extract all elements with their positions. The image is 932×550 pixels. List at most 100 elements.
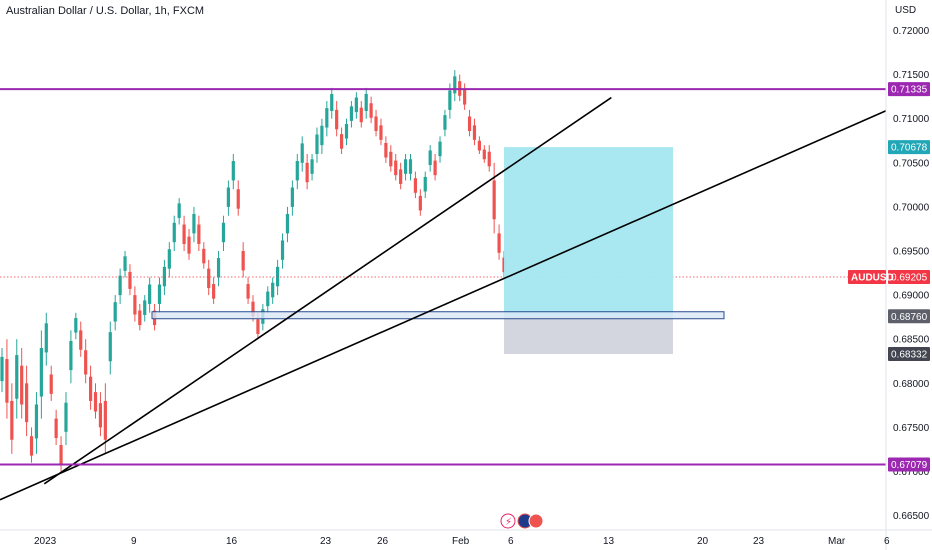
candle-body[interactable] xyxy=(241,251,245,271)
candle-body[interactable] xyxy=(394,160,398,176)
candle-body[interactable] xyxy=(453,76,457,94)
candle-body[interactable] xyxy=(133,295,137,315)
candle-body[interactable] xyxy=(492,180,496,220)
candle-body[interactable] xyxy=(300,143,304,163)
candle-body[interactable] xyxy=(413,178,418,193)
candle-body[interactable] xyxy=(84,350,88,375)
candle-body[interactable] xyxy=(339,134,344,149)
candle-body[interactable] xyxy=(344,123,349,139)
candle-body[interactable] xyxy=(276,266,280,287)
candle-body[interactable] xyxy=(438,141,442,157)
candle-body[interactable] xyxy=(354,97,358,113)
candle-body[interactable] xyxy=(315,134,319,154)
trendline-1[interactable] xyxy=(43,96,612,485)
candle-body[interactable] xyxy=(251,301,255,317)
candle-body[interactable] xyxy=(399,169,403,184)
candle-body[interactable] xyxy=(408,159,413,174)
candle-body[interactable] xyxy=(69,340,73,371)
candle-body[interactable] xyxy=(463,90,467,105)
candle-body[interactable] xyxy=(216,258,221,278)
candle-body[interactable] xyxy=(79,330,83,350)
candle-body[interactable] xyxy=(118,275,122,296)
candle-body[interactable] xyxy=(29,436,34,456)
candle-body[interactable] xyxy=(15,355,19,399)
candle-body[interactable] xyxy=(34,404,39,439)
candle-body[interactable] xyxy=(128,271,132,289)
candle-body[interactable] xyxy=(177,203,181,218)
candle-body[interactable] xyxy=(197,224,201,244)
candle-body[interactable] xyxy=(202,248,206,264)
long-position-target-zone[interactable] xyxy=(504,147,673,317)
candle-body[interactable] xyxy=(192,213,196,234)
candle-body[interactable] xyxy=(167,249,171,269)
lightning-event-icon[interactable] xyxy=(500,513,516,529)
candle-body[interactable] xyxy=(280,240,285,260)
candle-body[interactable] xyxy=(212,284,216,299)
candle-body[interactable] xyxy=(266,291,270,307)
candle-body[interactable] xyxy=(5,359,9,403)
candle-body[interactable] xyxy=(477,140,481,151)
candle-body[interactable] xyxy=(93,392,98,412)
candle-body[interactable] xyxy=(443,115,447,130)
candle-body[interactable] xyxy=(369,103,373,118)
candle-body[interactable] xyxy=(349,106,354,121)
candle-body[interactable] xyxy=(256,319,260,334)
candle-body[interactable] xyxy=(335,109,339,130)
candle-body[interactable] xyxy=(448,90,452,110)
time-axis[interactable]: 2023 9 16 23 26 Feb 6 13 20 23 Mar 6 xyxy=(0,529,932,547)
event-badges[interactable]: ⚡ xyxy=(500,513,544,529)
candle-body[interactable] xyxy=(162,266,167,287)
candle-body[interactable] xyxy=(497,233,501,253)
candle-body[interactable] xyxy=(472,125,477,140)
candle-body[interactable] xyxy=(423,176,427,192)
candle-body[interactable] xyxy=(295,161,299,181)
candle-body[interactable] xyxy=(428,150,432,166)
candle-body[interactable] xyxy=(384,142,388,158)
candle-body[interactable] xyxy=(364,94,368,111)
plot-area[interactable] xyxy=(0,70,887,501)
candle-body[interactable] xyxy=(59,445,63,465)
candle-body[interactable] xyxy=(487,151,491,167)
price-axis[interactable]: 0.72000 0.71500 0.71000 0.70500 0.70000 0.695… xyxy=(848,0,930,550)
candle-body[interactable] xyxy=(403,159,408,174)
trendline-2[interactable] xyxy=(0,110,887,501)
candle-body[interactable] xyxy=(207,268,211,289)
candle-body[interactable] xyxy=(64,402,68,432)
candle-body[interactable] xyxy=(226,187,230,207)
candle-body[interactable] xyxy=(182,224,186,244)
candle-body[interactable] xyxy=(25,383,29,423)
candle-body[interactable] xyxy=(54,418,58,438)
candle-body[interactable] xyxy=(20,365,24,405)
candle-body[interactable] xyxy=(433,160,437,176)
candle-body[interactable] xyxy=(88,376,93,401)
candle-body[interactable] xyxy=(108,332,112,362)
candle-body[interactable] xyxy=(143,300,147,315)
candle-body[interactable] xyxy=(389,151,393,167)
candle-body[interactable] xyxy=(10,400,14,440)
candle-body[interactable] xyxy=(113,302,117,322)
candle-body[interactable] xyxy=(325,108,329,128)
candle-body[interactable] xyxy=(123,256,127,271)
candle-body[interactable] xyxy=(221,222,226,243)
candle-body[interactable] xyxy=(49,374,53,394)
us-flag-icon[interactable] xyxy=(528,513,544,529)
candle-body[interactable] xyxy=(246,284,250,299)
candle-body[interactable] xyxy=(39,348,43,397)
candle-body[interactable] xyxy=(310,159,314,174)
candle-body[interactable] xyxy=(148,284,152,304)
long-position-stop-zone[interactable] xyxy=(504,316,673,355)
candle-body[interactable] xyxy=(482,149,486,160)
candle-body[interactable] xyxy=(305,162,309,183)
candle-body[interactable] xyxy=(330,94,334,111)
candle-body[interactable] xyxy=(467,116,472,132)
candle-body[interactable] xyxy=(138,310,142,326)
candle-body[interactable] xyxy=(103,400,107,440)
candle-body[interactable] xyxy=(187,236,191,254)
candle-body[interactable] xyxy=(374,116,378,132)
candle-body[interactable] xyxy=(98,403,103,428)
demand-zone-rectangle[interactable] xyxy=(151,311,725,320)
candle-body[interactable] xyxy=(285,213,290,234)
candle-body[interactable] xyxy=(379,125,383,140)
candle-body[interactable] xyxy=(74,318,78,333)
candle-body[interactable] xyxy=(231,161,235,181)
